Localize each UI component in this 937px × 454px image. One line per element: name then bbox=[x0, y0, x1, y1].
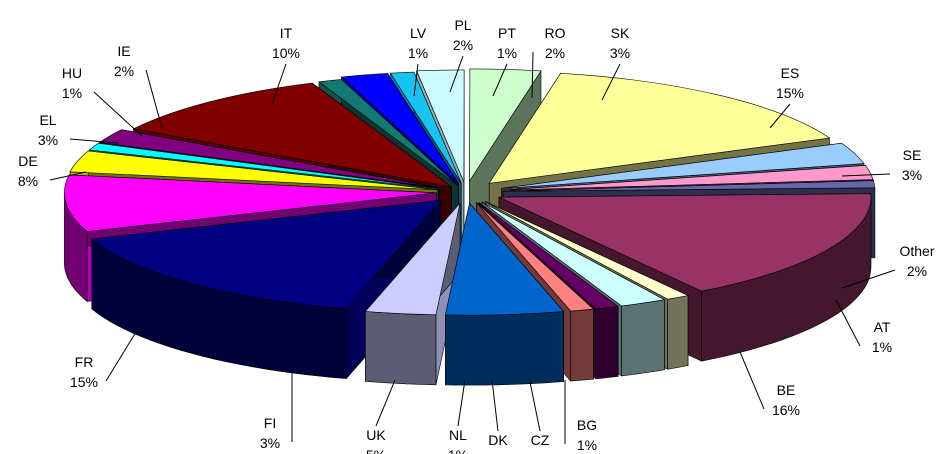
leader-line-se bbox=[841, 173, 891, 177]
pie-slice-top-fr bbox=[91, 199, 442, 309]
slice-value-fr: 15% bbox=[70, 374, 98, 390]
pie-slice-top-sk bbox=[469, 68, 542, 182]
slice-value-it: 10% bbox=[272, 45, 300, 61]
leader-line-de bbox=[49, 171, 87, 181]
slice-label-pl: PL bbox=[454, 17, 471, 33]
slice-label-es: ES bbox=[781, 65, 800, 81]
slice-label-de: DE bbox=[18, 153, 37, 169]
slice-value-cz: 2% bbox=[530, 452, 550, 454]
slice-value-dk: 1% bbox=[488, 452, 508, 454]
leader-line-hu bbox=[93, 91, 143, 137]
slice-value-bg: 1% bbox=[577, 437, 597, 453]
leader-line-cz bbox=[529, 381, 541, 432]
pie-slice-top-se bbox=[501, 142, 865, 189]
pie-slice-top-ro bbox=[416, 69, 465, 183]
pie-slices bbox=[64, 68, 876, 386]
pie-slice-top-ie bbox=[98, 129, 440, 189]
leader-line-ie bbox=[145, 69, 163, 129]
pie-slice-top-lv bbox=[318, 79, 459, 186]
slice-label-be: BE bbox=[777, 382, 796, 398]
leader-line-at bbox=[835, 299, 861, 347]
slice-value-fi: 3% bbox=[260, 435, 280, 451]
pie-slice-top-dk bbox=[478, 202, 619, 310]
pie-slice-uk bbox=[445, 202, 565, 386]
leader-line-pt bbox=[492, 63, 508, 97]
pie-slice-top-pt bbox=[389, 71, 462, 184]
slice-value-se: 3% bbox=[902, 167, 922, 183]
leader-line-es bbox=[769, 103, 791, 129]
pie-slice-top-cz bbox=[481, 201, 666, 307]
leader-line-fr bbox=[105, 331, 137, 382]
slice-label-fi: FI bbox=[264, 415, 276, 431]
slice-label-uk: UK bbox=[366, 427, 386, 443]
slice-label-fr: FR bbox=[75, 354, 94, 370]
leader-line-uk bbox=[375, 379, 396, 427]
slice-label-other: Other bbox=[899, 243, 934, 259]
leader-line-pl bbox=[449, 55, 464, 93]
slice-value-de: 8% bbox=[18, 173, 38, 189]
slice-label-nl: NL bbox=[449, 427, 467, 443]
pie-slice-side-dk bbox=[595, 306, 619, 380]
pie-slice-top-es bbox=[488, 72, 831, 184]
pie-slice-top-it bbox=[132, 82, 452, 188]
pie-slice-top-at bbox=[503, 180, 876, 192]
slice-value-el: 3% bbox=[38, 132, 58, 148]
slice-value-ro: 2% bbox=[545, 45, 565, 61]
slice-label-pt: PT bbox=[498, 25, 516, 41]
slice-value-es: 15% bbox=[776, 85, 804, 101]
pie-slice-top-uk bbox=[445, 202, 565, 316]
slice-label-it: IT bbox=[280, 25, 293, 41]
pie-slice-side-cz bbox=[621, 299, 665, 377]
slice-label-el: EL bbox=[39, 112, 56, 128]
slice-label-hu: HU bbox=[62, 65, 82, 81]
slice-value-sk: 3% bbox=[610, 45, 630, 61]
slice-value-uk: 5% bbox=[366, 447, 386, 454]
pie-slice-top-be bbox=[498, 193, 872, 292]
slice-label-lv: LV bbox=[410, 25, 427, 41]
pie-slice-top-fi bbox=[364, 202, 461, 316]
slice-value-hu: 1% bbox=[62, 85, 82, 101]
leader-line-nl bbox=[457, 379, 466, 427]
leader-line-sk bbox=[601, 63, 621, 101]
slice-label-se: SE bbox=[903, 147, 922, 163]
slice-label-bg: BG bbox=[577, 417, 597, 433]
leader-line-lv bbox=[413, 63, 419, 97]
pie-slice-top-de bbox=[64, 174, 437, 232]
slice-label-ie: IE bbox=[117, 43, 130, 59]
pie-slice-side-nl bbox=[570, 308, 594, 382]
pie-slice-top-el bbox=[69, 150, 438, 191]
slice-value-lv: 1% bbox=[408, 45, 428, 61]
slice-label-dk: DK bbox=[488, 432, 508, 448]
pie-slice-side-uk bbox=[445, 311, 564, 386]
pie-slice-top-hu bbox=[88, 142, 439, 189]
slice-label-ro: RO bbox=[545, 25, 566, 41]
leader-line-ro bbox=[531, 51, 534, 99]
leader-line-be bbox=[739, 351, 765, 410]
leader-line-dk bbox=[491, 379, 499, 432]
slice-value-at: 1% bbox=[872, 339, 892, 355]
slice-label-at: AT bbox=[874, 319, 891, 335]
pie-slice-top-bg bbox=[485, 201, 689, 300]
slice-label-cz: CZ bbox=[531, 432, 550, 448]
pie-slice-side-bg bbox=[667, 295, 689, 370]
slice-value-pl: 2% bbox=[453, 37, 473, 53]
pie-slice-top-other bbox=[502, 165, 874, 191]
slice-value-nl: 1% bbox=[448, 447, 468, 454]
slice-value-other: 2% bbox=[907, 263, 927, 279]
pie-slice-fi bbox=[364, 202, 461, 386]
leader-line-el bbox=[69, 138, 119, 144]
pie-slice-top-pl bbox=[340, 73, 459, 184]
leader-line-it bbox=[271, 63, 287, 105]
pie-slice-side-fi bbox=[365, 311, 437, 386]
slice-value-ie: 2% bbox=[114, 63, 134, 79]
pie-slice-top-nl bbox=[476, 202, 595, 312]
slice-label-sk: SK bbox=[611, 25, 630, 41]
slice-value-be: 16% bbox=[772, 402, 800, 418]
pie-labels: LV 1% PL 2% PT 1% RO 2% SK 3% ES 15% SE 3% Other 2% AT 1%… bbox=[18, 17, 935, 454]
leader-line-other bbox=[841, 269, 896, 289]
slice-value-pt: 1% bbox=[497, 45, 517, 61]
